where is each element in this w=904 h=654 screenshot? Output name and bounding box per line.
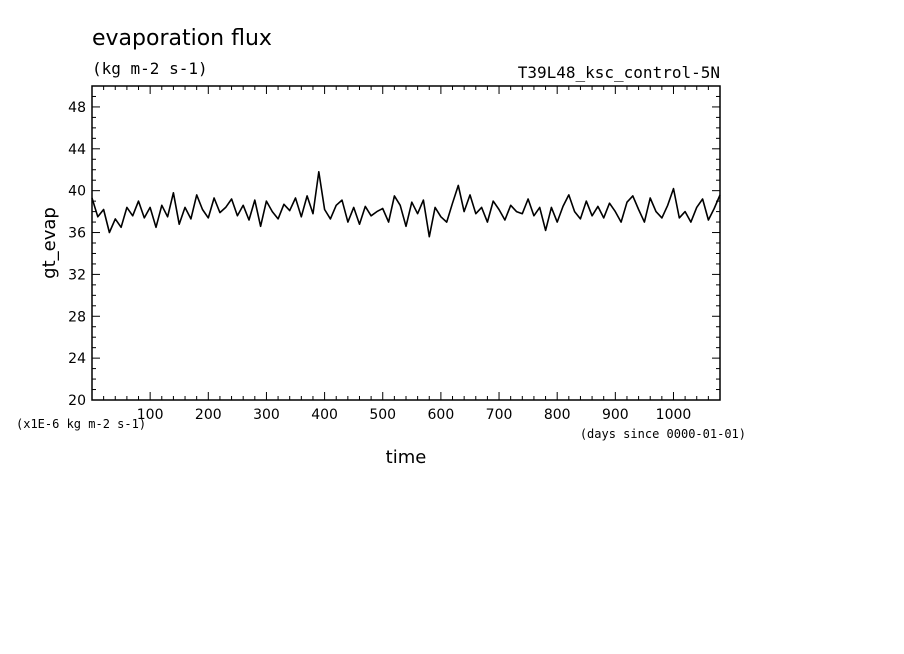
chart-title: evaporation flux xyxy=(92,26,272,51)
y-tick-label: 32 xyxy=(68,267,86,283)
plot-frame xyxy=(91,85,721,401)
x-tick-label: 200 xyxy=(195,407,222,423)
y-tick-label: 28 xyxy=(68,309,86,325)
y-units-label: (x1E-6 kg m-2 s-1) xyxy=(16,417,146,431)
y-tick-label: 40 xyxy=(68,184,86,200)
x-tick-label: 500 xyxy=(369,407,396,423)
x-tick-label: 900 xyxy=(602,407,629,423)
series-line xyxy=(91,171,721,238)
x-axis-ticks: 100 200 300 400 500 600 700 800 900 1000 xyxy=(103,86,721,423)
x-tick-label: 800 xyxy=(544,407,571,423)
y-axis-label: gt_evap xyxy=(39,207,60,279)
x-axis-label: time xyxy=(386,447,427,468)
run-label: T39L48_ksc_control-5N xyxy=(518,63,720,82)
y-tick-label: 20 xyxy=(68,393,86,409)
x-tick-label: 300 xyxy=(253,407,280,423)
chart-units: (kg m-2 s-1) xyxy=(92,59,208,78)
x-tick-label: 100 xyxy=(137,407,164,423)
x-tick-label: 1000 xyxy=(656,407,692,423)
y-tick-label: 36 xyxy=(68,226,86,242)
y-axis-ticks: 20 24 28 32 36 40 44 48 xyxy=(68,95,720,409)
x-tick-label: 600 xyxy=(428,407,455,423)
x-tick-label: 400 xyxy=(311,407,338,423)
x-tick-label: 700 xyxy=(486,407,513,423)
y-tick-label: 48 xyxy=(68,100,86,116)
x-units-label: (days since 0000-01-01) xyxy=(580,427,746,441)
y-tick-label: 24 xyxy=(68,351,86,367)
y-tick-label: 44 xyxy=(68,142,86,158)
